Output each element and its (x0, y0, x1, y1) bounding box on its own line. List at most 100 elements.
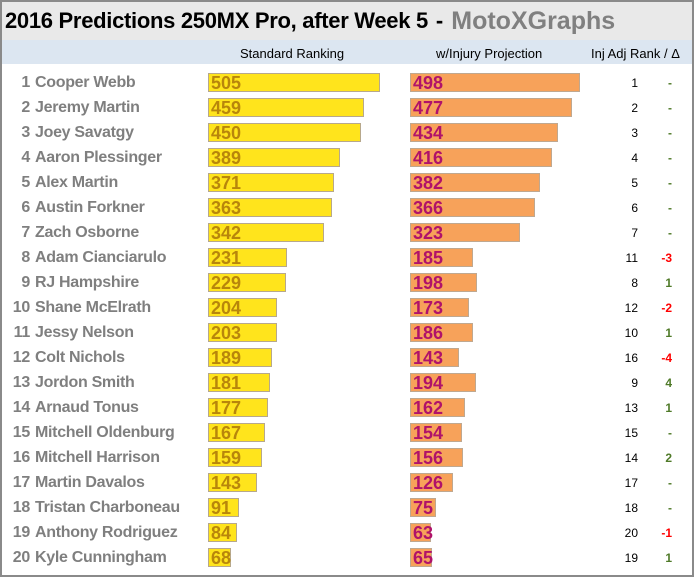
injury-bar (410, 448, 464, 467)
injury-value-label: 498 (413, 73, 444, 93)
rider-name: Austin Forkner (35, 199, 145, 216)
rider-position: 14 (12, 399, 31, 416)
standard-bar (208, 123, 362, 142)
rider-position: 10 (12, 299, 31, 316)
rider-name: Jeremy Martin (35, 99, 140, 116)
rank-delta: - (668, 76, 672, 90)
standard-bar (208, 248, 287, 267)
injury-bar (410, 398, 466, 417)
rank-delta: -4 (661, 351, 672, 365)
rank-delta: 2 (665, 451, 672, 465)
rider-name: Joey Savatgy (35, 124, 134, 141)
rider-row: 16 Mitchell Harrison 159 156 14 2 (2, 446, 692, 471)
inj-adj-rank: 10 (624, 326, 638, 340)
rank-delta: - (668, 476, 672, 490)
injury-value-label: 198 (413, 273, 444, 293)
inj-adj-rank: 18 (624, 501, 638, 515)
rider-position: 1 (21, 74, 30, 91)
standard-value-label: 159 (211, 448, 242, 468)
rider-label: 8 Adam Cianciarulo (2, 249, 206, 267)
injury-bar (410, 198, 535, 217)
standard-bar (208, 98, 365, 117)
standard-value-label: 231 (211, 248, 242, 268)
rider-position: 12 (12, 349, 31, 366)
rider-row: 12 Colt Nichols 189 143 16 -4 (2, 346, 692, 371)
injury-bar (410, 173, 541, 192)
injury-bar (410, 223, 520, 242)
rank-delta: - (668, 201, 672, 215)
standard-bar (208, 523, 237, 542)
standard-bar (208, 198, 332, 217)
inj-adj-rank: 12 (624, 301, 638, 315)
rider-row: 3 Joey Savatgy 450 434 3 - (2, 121, 692, 146)
rider-name: Martin Davalos (35, 474, 145, 491)
inj-adj-rank: 19 (624, 551, 638, 565)
rider-name: Adam Cianciarulo (35, 249, 167, 266)
standard-bar (208, 423, 265, 442)
rider-row: 14 Arnaud Tonus 177 162 13 1 (2, 396, 692, 421)
inj-adj-rank: 4 (631, 151, 638, 165)
rider-name: Cooper Webb (35, 74, 136, 91)
injury-value-label: 186 (413, 323, 444, 343)
standard-value-label: 505 (211, 73, 242, 93)
inj-adj-rank: 20 (624, 526, 638, 540)
header-standard-ranking: Standard Ranking (240, 46, 345, 61)
inj-adj-rank: 15 (624, 426, 638, 440)
rider-label: 10 Shane McElrath (2, 299, 206, 317)
rider-label: 14 Arnaud Tonus (2, 399, 206, 417)
rider-label: 3 Joey Savatgy (2, 124, 206, 142)
rider-position: 15 (12, 424, 31, 441)
title-separator: - (435, 8, 444, 33)
injury-value-label: 173 (413, 298, 444, 318)
rider-position: 20 (12, 549, 31, 566)
rider-position: 19 (12, 524, 31, 541)
injury-bar (410, 148, 552, 167)
injury-value-label: 323 (413, 223, 444, 243)
rank-delta: - (668, 151, 672, 165)
rider-name: Zach Osborne (35, 224, 139, 241)
rider-name: Alex Martin (35, 174, 118, 191)
injury-value-label: 156 (413, 448, 444, 468)
standard-bar (208, 173, 335, 192)
rank-delta: - (668, 126, 672, 140)
rider-name: Mitchell Harrison (35, 449, 160, 466)
rider-position: 4 (21, 149, 30, 166)
rider-position: 9 (21, 274, 30, 291)
rank-delta: 1 (665, 276, 672, 290)
rider-position: 8 (21, 249, 30, 266)
standard-value-label: 371 (211, 173, 242, 193)
rider-row: 20 Kyle Cunningham 68 65 19 1 (2, 546, 692, 571)
rider-name: Shane McElrath (35, 299, 151, 316)
injury-bar (410, 298, 469, 317)
inj-adj-rank: 2 (631, 101, 638, 115)
rank-delta: - (668, 176, 672, 190)
rank-delta: 1 (665, 326, 672, 340)
standard-bar (208, 323, 278, 342)
rider-position: 2 (21, 99, 30, 116)
rank-delta: -1 (661, 526, 672, 540)
rank-delta: - (668, 426, 672, 440)
rider-label: 4 Aaron Plessinger (2, 149, 206, 167)
standard-value-label: 167 (211, 423, 242, 443)
standard-bar (208, 498, 239, 517)
standard-value-label: 363 (211, 198, 242, 218)
rider-position: 13 (12, 374, 31, 391)
injury-bar (410, 548, 433, 567)
inj-adj-rank: 1 (631, 76, 638, 90)
rider-name: Mitchell Oldenburg (35, 424, 175, 441)
standard-value-label: 177 (211, 398, 242, 418)
rider-label: 20 Kyle Cunningham (2, 549, 206, 567)
injury-bar (410, 98, 573, 117)
rider-row: 5 Alex Martin 371 382 5 - (2, 171, 692, 196)
rider-label: 16 Mitchell Harrison (2, 449, 206, 467)
inj-adj-rank: 3 (631, 126, 638, 140)
standard-bar (208, 73, 380, 92)
rider-label: 13 Jordon Smith (2, 374, 206, 392)
injury-value-label: 194 (413, 373, 444, 393)
injury-bar (410, 273, 478, 292)
standard-value-label: 68 (211, 548, 232, 568)
rank-delta: -2 (661, 301, 672, 315)
rider-position: 6 (21, 199, 30, 216)
injury-value-label: 65 (413, 548, 434, 568)
